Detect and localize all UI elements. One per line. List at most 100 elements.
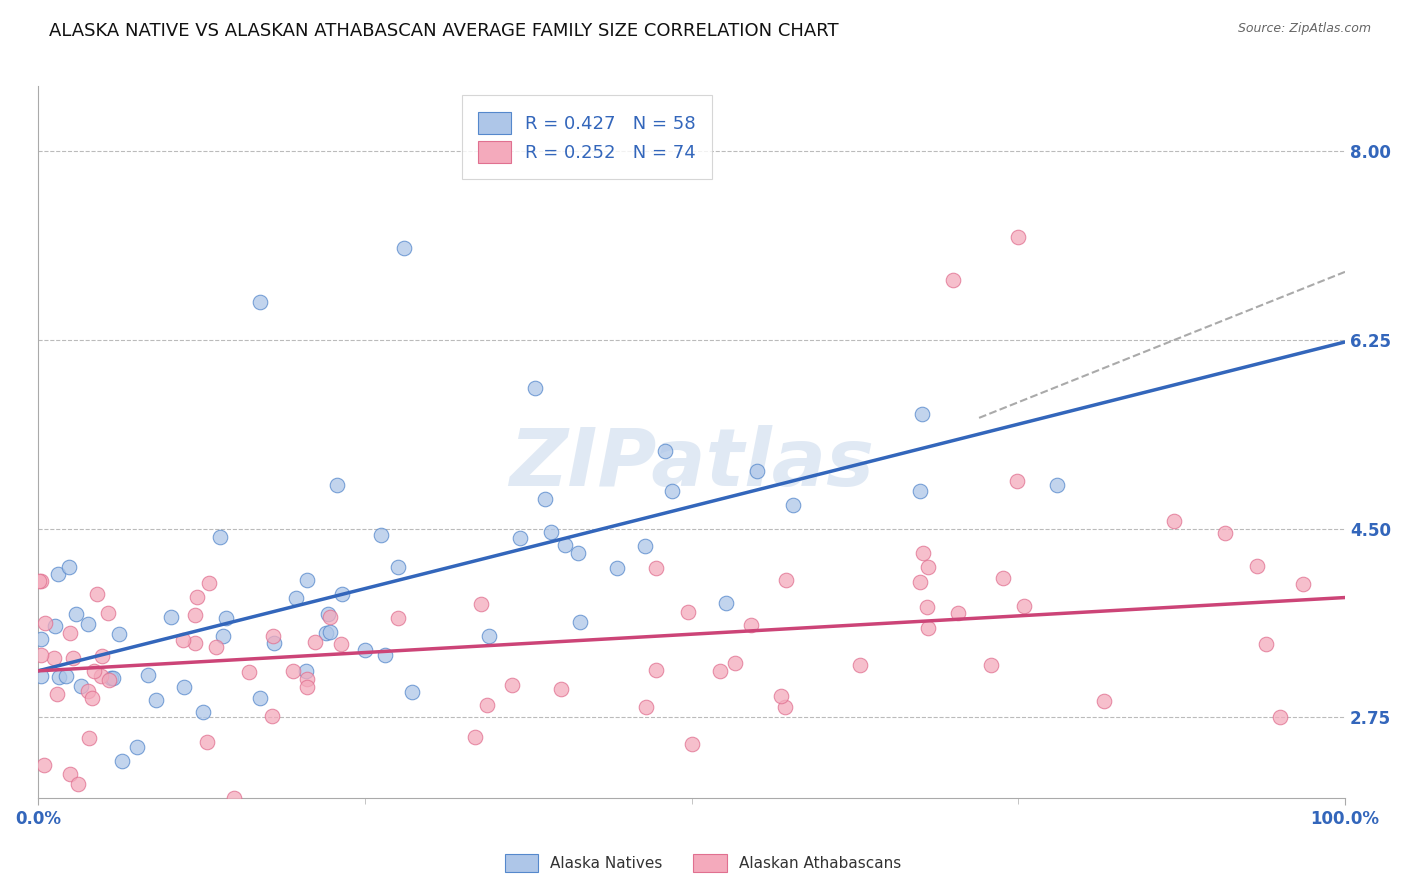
Point	[80, 690, 103, 705]
Point	[942, 273, 965, 287]
Point	[387, 560, 409, 574]
Point	[284, 591, 307, 606]
Point	[263, 635, 285, 649]
Point	[184, 635, 207, 649]
Point	[108, 627, 131, 641]
Point	[1246, 558, 1268, 573]
Point	[401, 685, 423, 699]
Point	[319, 625, 342, 640]
Point	[283, 664, 305, 678]
Point	[1268, 710, 1291, 724]
Point	[915, 600, 938, 615]
Point	[478, 629, 501, 643]
Point	[654, 443, 676, 458]
Point	[125, 739, 148, 754]
Point	[249, 691, 271, 706]
Point	[55, 668, 77, 682]
Point	[773, 700, 796, 714]
Point	[747, 464, 769, 478]
Point	[90, 669, 112, 683]
Text: ALASKA NATIVE VS ALASKAN ATHABASCAN AVERAGE FAMILY SIZE CORRELATION CHART: ALASKA NATIVE VS ALASKAN ATHABASCAN AVER…	[49, 22, 839, 40]
Point	[173, 680, 195, 694]
Point	[709, 664, 731, 678]
Point	[195, 735, 218, 749]
Point	[295, 672, 318, 686]
Point	[212, 629, 235, 643]
Point	[204, 640, 226, 655]
Point	[91, 648, 114, 663]
Point	[554, 538, 576, 552]
Point	[329, 637, 352, 651]
Point	[222, 791, 245, 805]
Point	[849, 657, 872, 672]
Point	[97, 673, 120, 687]
Point	[911, 407, 934, 421]
Point	[184, 608, 207, 623]
Point	[501, 678, 523, 692]
Point	[716, 596, 738, 610]
Point	[262, 629, 284, 643]
Point	[100, 671, 122, 685]
Point	[387, 611, 409, 625]
Point	[917, 560, 939, 574]
Point	[912, 546, 935, 560]
Point	[723, 656, 745, 670]
Point	[319, 609, 342, 624]
Point	[991, 571, 1014, 585]
Point	[32, 757, 55, 772]
Point	[1046, 478, 1069, 492]
Point	[193, 705, 215, 719]
Point	[678, 605, 700, 619]
Point	[644, 663, 666, 677]
Legend: Alaska Natives, Alaskan Athabascans: Alaska Natives, Alaskan Athabascans	[496, 846, 910, 880]
Point	[58, 560, 80, 574]
Point	[370, 528, 392, 542]
Point	[172, 633, 194, 648]
Point	[569, 615, 592, 630]
Text: ZIPatlas: ZIPatlas	[509, 425, 875, 502]
Point	[374, 648, 396, 663]
Point	[160, 610, 183, 624]
Point	[76, 617, 98, 632]
Point	[70, 679, 93, 693]
Point	[27, 574, 49, 588]
Point	[980, 658, 1002, 673]
Point	[567, 546, 589, 560]
Point	[46, 566, 69, 581]
Point	[30, 648, 52, 662]
Point	[1005, 475, 1028, 489]
Point	[634, 539, 657, 553]
Point	[540, 524, 562, 539]
Point	[948, 606, 970, 620]
Point	[534, 492, 557, 507]
Point	[197, 575, 219, 590]
Point	[636, 700, 658, 714]
Point	[111, 754, 134, 768]
Point	[45, 687, 67, 701]
Point	[917, 621, 939, 635]
Point	[65, 607, 87, 621]
Point	[77, 684, 100, 698]
Point	[644, 560, 666, 574]
Point	[83, 664, 105, 678]
Point	[1291, 577, 1313, 591]
Point	[316, 607, 339, 622]
Point	[550, 681, 572, 696]
Point	[249, 295, 271, 310]
Point	[34, 616, 56, 631]
Point	[48, 670, 70, 684]
Point	[509, 531, 531, 545]
Point	[67, 777, 90, 791]
Point	[775, 574, 797, 588]
Point	[42, 651, 65, 665]
Point	[681, 737, 703, 751]
Point	[325, 478, 347, 492]
Point	[97, 606, 120, 620]
Point	[30, 632, 52, 646]
Point	[330, 587, 353, 601]
Point	[315, 626, 337, 640]
Point	[392, 241, 415, 255]
Point	[295, 573, 318, 587]
Point	[475, 698, 498, 712]
Point	[59, 766, 82, 780]
